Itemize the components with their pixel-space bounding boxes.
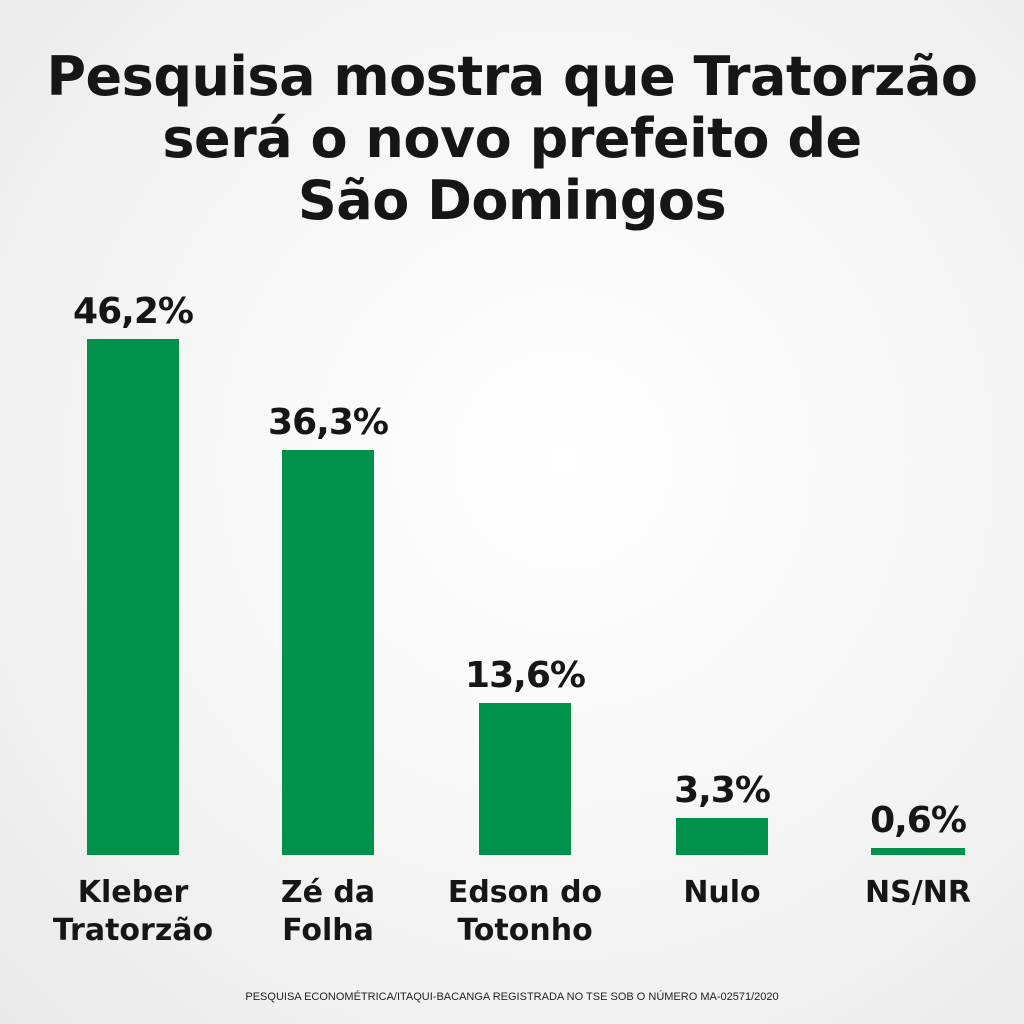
category-label-5-line-1: NS/NR: [865, 875, 971, 910]
category-label-4-line-1: Nulo: [683, 875, 760, 910]
bar-value-label-4: 3,3%: [674, 770, 770, 811]
bar-value-label-2: 36,3%: [268, 402, 388, 443]
title-line-1: Pesquisa mostra que Tratorzão: [46, 45, 978, 108]
category-label-1-line-1: Kleber: [78, 875, 189, 910]
category-label-2-line-2: Folha: [282, 913, 374, 948]
category-label-1-line-2: Tratorzão: [53, 913, 213, 948]
bar-value-label-3: 13,6%: [465, 655, 585, 696]
title-line-3: São Domingos: [297, 169, 727, 232]
bar-value-label-5: 0,6%: [870, 800, 966, 841]
category-label-3-line-2: Totonho: [457, 913, 592, 948]
survey-registration-note: PESQUISA ECONOMÉTRICA/ITAQUI-BACANGA REG…: [245, 991, 779, 1003]
bar-1: [87, 339, 179, 855]
chart-title: Pesquisa mostra que Tratorzão será o nov…: [0, 46, 1024, 232]
title-line-2: será o novo prefeito de: [162, 107, 862, 170]
bar-3: [479, 703, 571, 855]
bar-2: [282, 450, 374, 855]
bar-4: [676, 818, 768, 855]
bar-5: [871, 848, 965, 855]
category-label-3-line-1: Edson do: [448, 875, 602, 910]
category-label-2-line-1: Zé da: [281, 875, 375, 910]
bar-value-label-1: 46,2%: [73, 291, 193, 332]
